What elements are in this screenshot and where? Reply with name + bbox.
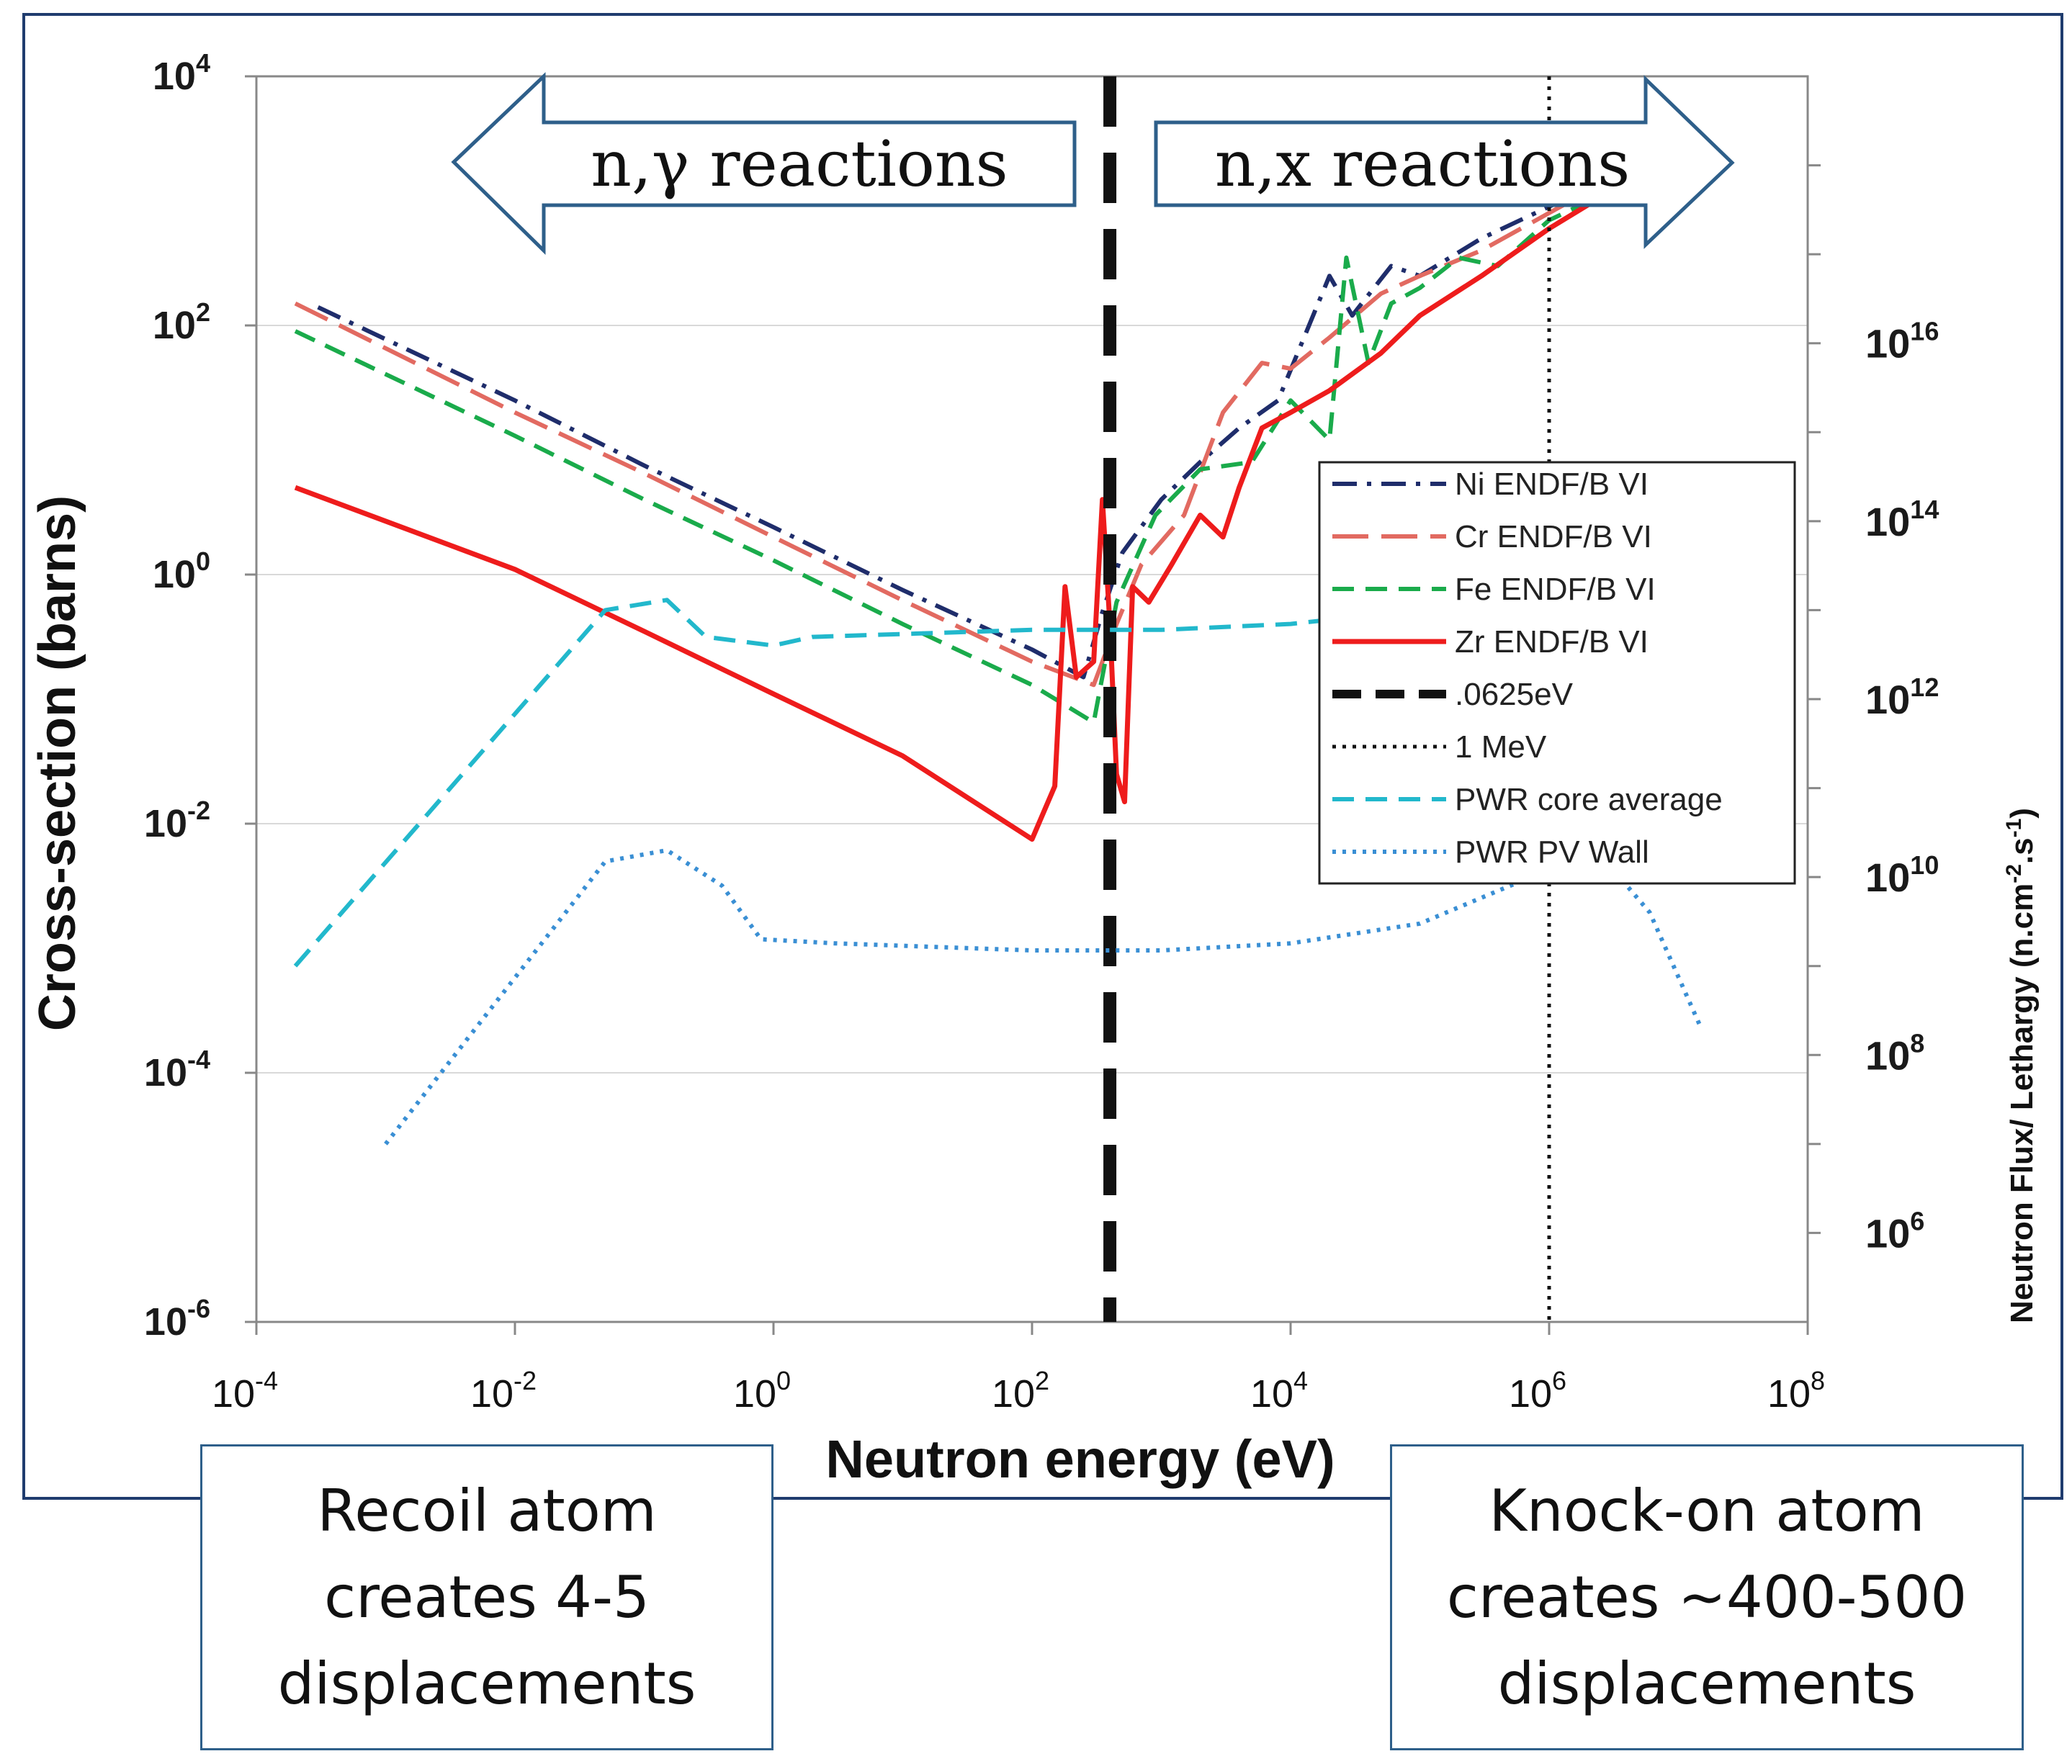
n-gamma-label: n,γ reactions bbox=[591, 127, 1008, 201]
x-tick-label: 106 bbox=[1509, 1366, 1566, 1416]
legend-label: Cr ENDF/B VI bbox=[1455, 519, 1652, 554]
x-tick-label: 104 bbox=[1250, 1366, 1308, 1416]
recoil-atom-text: Recoil atom creates 4-5 displacements bbox=[277, 1477, 696, 1717]
y-tick-label-exp: 4 bbox=[196, 48, 210, 78]
legend-label: Fe ENDF/B VI bbox=[1455, 572, 1656, 607]
y2-axis-title: Neutron Flux/ Lethargy (n.cm-2.s-1) bbox=[2002, 808, 2040, 1323]
y2-tick-label-base: 10 bbox=[1865, 677, 1910, 722]
y2-tick-label-exp: 12 bbox=[1910, 672, 1939, 702]
x-tick-label-exp: 6 bbox=[1552, 1366, 1566, 1395]
y-tick-label: 10-2 bbox=[144, 796, 210, 845]
y2-title-part: Neutron Flux/ Lethargy (n.cm bbox=[2004, 883, 2040, 1323]
y2-tick-label: 1010 bbox=[1865, 850, 1939, 900]
series-fe-endf-b-vi-line bbox=[294, 149, 1680, 725]
legend-label: Ni ENDF/B VI bbox=[1455, 467, 1649, 502]
y2-tick-label-exp: 6 bbox=[1910, 1206, 1924, 1236]
y2-tick-label: 1016 bbox=[1865, 317, 1939, 366]
x-tick-label-exp: 8 bbox=[1811, 1366, 1825, 1395]
x-tick-label-base: 10 bbox=[1767, 1372, 1811, 1416]
y-tick-label-base: 10 bbox=[153, 553, 196, 596]
y-tick-label: 104 bbox=[153, 48, 210, 98]
series-ni-endf-b-vi-line bbox=[317, 139, 1703, 680]
legend-label: 1 MeV bbox=[1455, 729, 1547, 765]
y-tick-label-exp: -6 bbox=[187, 1294, 210, 1323]
n-x-label: n,x reactions bbox=[1215, 127, 1630, 201]
y-tick-label: 10-6 bbox=[144, 1294, 210, 1344]
y2-title-part2: .s bbox=[2004, 837, 2040, 864]
n-x-arrow: n,x reactions bbox=[1154, 75, 1735, 249]
y-tick-label: 10-4 bbox=[144, 1045, 210, 1094]
y2-tick-label-exp: 8 bbox=[1910, 1028, 1924, 1058]
y2-title-end: ) bbox=[2004, 808, 2040, 819]
series-pwr-core-average-line bbox=[293, 577, 1680, 968]
y-tick-label-base: 10 bbox=[144, 802, 187, 845]
y-tick-label-exp: 2 bbox=[196, 297, 210, 327]
legend-label: PWR core average bbox=[1455, 782, 1723, 817]
series-cr-endf-b-vi-line bbox=[294, 149, 1679, 688]
x-tick-label-base: 10 bbox=[733, 1372, 776, 1416]
y2-tick-label: 1014 bbox=[1865, 495, 1939, 544]
y-tick-label: 102 bbox=[153, 297, 210, 347]
x-tick-label-base: 10 bbox=[1509, 1372, 1552, 1416]
x-tick-label: 108 bbox=[1767, 1366, 1825, 1416]
y2-tick-label-exp: 14 bbox=[1910, 495, 1939, 524]
y2-tick-label-base: 10 bbox=[1865, 1032, 1910, 1078]
x-tick-label-exp: 2 bbox=[1035, 1366, 1049, 1395]
y2-title-exp2: -1 bbox=[2002, 819, 2026, 838]
y-tick-label-base: 10 bbox=[153, 55, 196, 98]
y-tick-label-exp: 0 bbox=[196, 546, 210, 576]
y2-tick-label-base: 10 bbox=[1865, 855, 1910, 900]
y-tick-label-exp: -2 bbox=[187, 796, 210, 825]
legend-label: .0625eV bbox=[1455, 677, 1574, 712]
y-tick-label: 100 bbox=[153, 546, 210, 596]
y2-tick-label-exp: 16 bbox=[1910, 317, 1939, 346]
x-tick-label-exp: -2 bbox=[513, 1366, 537, 1395]
x-tick-label: 10-4 bbox=[212, 1366, 278, 1416]
y2-tick-label: 108 bbox=[1865, 1028, 1924, 1078]
x-tick-label-base: 10 bbox=[992, 1372, 1035, 1416]
y-tick-label-exp: -4 bbox=[187, 1045, 210, 1074]
x-tick-label-base: 10 bbox=[212, 1372, 255, 1416]
y-tick-label-base: 10 bbox=[153, 304, 196, 347]
legend-label: Zr ENDF/B VI bbox=[1455, 624, 1649, 660]
legend-box bbox=[1318, 461, 1796, 885]
y2-tick-label-base: 10 bbox=[1865, 321, 1910, 366]
recoil-atom-note: Recoil atom creates 4-5 displacements bbox=[200, 1444, 773, 1750]
x-tick-label: 102 bbox=[992, 1366, 1049, 1416]
y2-tick-label: 106 bbox=[1865, 1206, 1924, 1256]
x-tick-label-base: 10 bbox=[470, 1372, 513, 1416]
series-zr-endf-b-vi-line bbox=[294, 189, 1613, 842]
x-tick-label-base: 10 bbox=[1250, 1372, 1293, 1416]
x-tick-label-exp: -4 bbox=[255, 1366, 278, 1395]
legend: Ni ENDF/B VI Cr ENDF/B VI Fe ENDF/B VI Zr E… bbox=[1318, 461, 1796, 885]
knock-on-atom-text: Knock-on atom creates ~400-500 displacem… bbox=[1446, 1477, 1968, 1717]
knock-on-atom-note: Knock-on atom creates ~400-500 displacem… bbox=[1390, 1444, 2024, 1750]
data-series bbox=[293, 76, 1703, 1322]
x-axis-title: Neutron energy (eV) bbox=[825, 1429, 1335, 1489]
n-gamma-arrow-outline bbox=[451, 72, 1077, 255]
n-gamma-arrow: n,γ reactions bbox=[451, 72, 1077, 255]
y-tick-label-base: 10 bbox=[144, 1300, 187, 1344]
x-tick-label: 10-2 bbox=[470, 1366, 537, 1416]
y-tick-label-base: 10 bbox=[144, 1051, 187, 1094]
y2-tick-label: 1012 bbox=[1865, 672, 1939, 722]
y2-tick-label-base: 10 bbox=[1865, 1210, 1910, 1256]
y-axis-title: Cross-section (barns) bbox=[29, 495, 86, 1031]
legend-label: PWR PV Wall bbox=[1455, 834, 1649, 870]
y2-tick-label-exp: 10 bbox=[1910, 850, 1939, 880]
n-x-arrow-outline bbox=[1154, 75, 1735, 249]
axis-ticks: 10-4 10-2 100 102 104 106 10810-610-410-210010… bbox=[144, 48, 1939, 1416]
x-tick-label-exp: 4 bbox=[1293, 1366, 1308, 1395]
y2-title-exp1: -2 bbox=[2002, 864, 2026, 883]
x-tick-label-exp: 0 bbox=[776, 1366, 791, 1395]
y2-tick-label-base: 10 bbox=[1865, 499, 1910, 544]
x-tick-label: 100 bbox=[733, 1366, 791, 1416]
